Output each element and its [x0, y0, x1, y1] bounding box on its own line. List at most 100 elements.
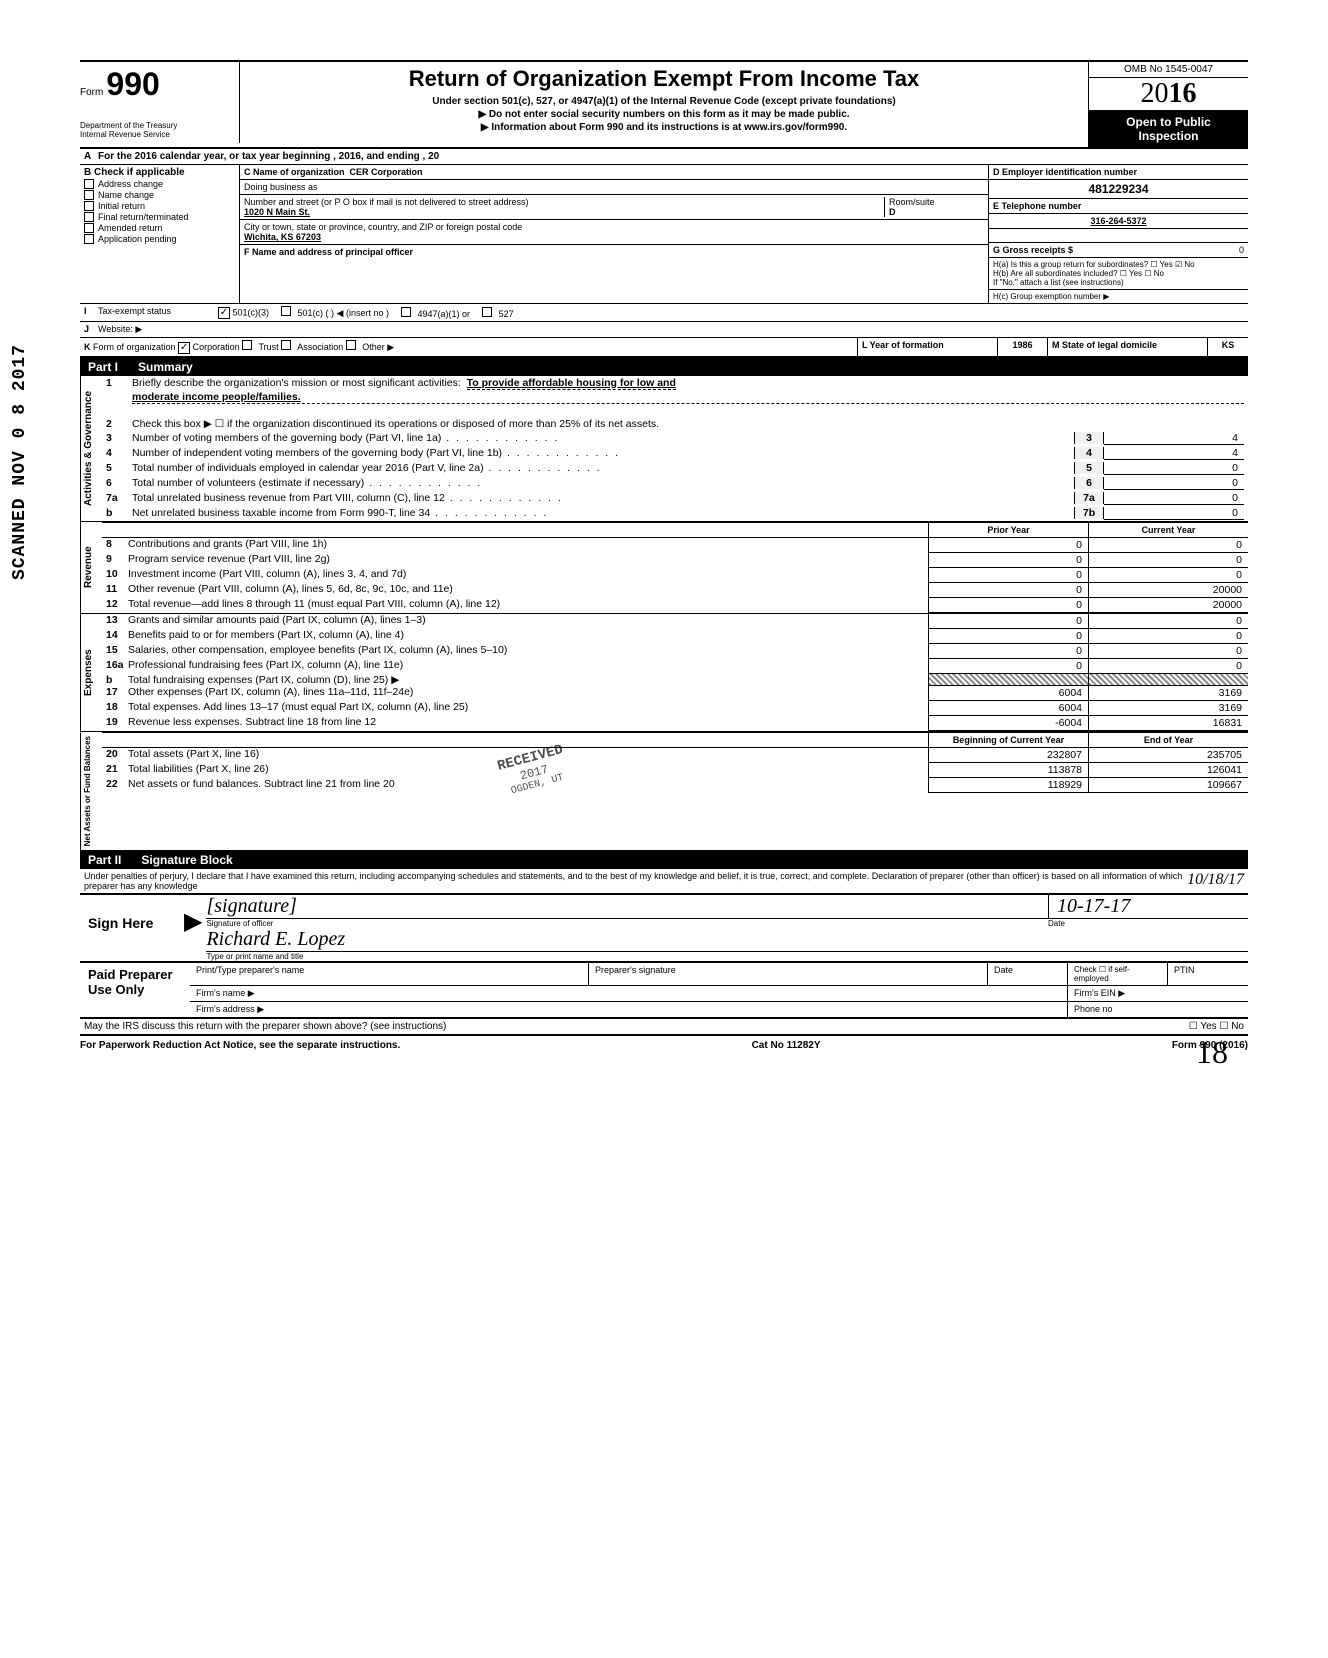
prior-cell: 6004	[928, 686, 1088, 701]
street-label: Number and street (or P O box if mail is…	[244, 197, 528, 207]
check-501c3[interactable]: ✓	[218, 307, 230, 319]
part2-title: Signature Block	[141, 853, 232, 867]
line-label: Revenue less expenses. Subtract line 18 …	[128, 716, 928, 731]
line-label: Salaries, other compensation, employee b…	[128, 644, 928, 659]
firm-name-label: Firm's name ▶	[190, 986, 1068, 1001]
line6-val: 0	[1104, 477, 1244, 490]
sign-here-label: Sign Here	[80, 895, 180, 961]
check-initial-return[interactable]	[84, 201, 94, 211]
line-no: 18	[102, 701, 128, 716]
line-no: 13	[102, 614, 128, 629]
hb-no: No	[1154, 269, 1164, 278]
line1-value2: moderate income people/families.	[132, 391, 1244, 404]
check-amended[interactable]	[84, 223, 94, 233]
line-label: Investment income (Part VIII, column (A)…	[128, 568, 928, 583]
opt-527: 527	[499, 309, 514, 319]
f-label: F Name and address of principal officer	[244, 247, 413, 257]
paid-preparer-section: Paid Preparer Use Only Print/Type prepar…	[80, 963, 1248, 1019]
year-formation-label: L Year of formation	[862, 340, 944, 350]
prior-header: Prior Year	[928, 523, 1088, 537]
dept-irs: Internal Revenue Service	[80, 130, 231, 139]
netasset-row: 20Total assets (Part X, line 16)23280723…	[102, 748, 1248, 763]
current-cell: 235705	[1088, 748, 1248, 763]
check-label-5: Application pending	[98, 234, 177, 244]
part2-num: Part II	[88, 853, 121, 867]
line1-label: Briefly describe the organization's miss…	[132, 377, 461, 389]
netassets-section: Net Assets or Fund Balances Beginning of…	[80, 732, 1248, 851]
line7b-no: b	[106, 507, 132, 519]
line-label: Other revenue (Part VIII, column (A), li…	[128, 583, 928, 598]
expense-row: 16aProfessional fundraising fees (Part I…	[102, 659, 1248, 674]
irs-yes: Yes	[1200, 1021, 1216, 1032]
state-domicile-value: KS	[1208, 338, 1248, 356]
paperwork-notice: For Paperwork Reduction Act Notice, see …	[80, 1040, 400, 1051]
check-app-pending[interactable]	[84, 234, 94, 244]
check-final-return[interactable]	[84, 212, 94, 222]
line-no: 14	[102, 629, 128, 644]
gross-value: 0	[1239, 245, 1244, 255]
row-a-text: For the 2016 calendar year, or tax year …	[98, 151, 439, 162]
revenue-row: 8Contributions and grants (Part VIII, li…	[102, 538, 1248, 553]
current-cell: 0	[1088, 644, 1248, 659]
room-value: D	[889, 207, 896, 217]
current-cell: 0	[1088, 553, 1248, 568]
activities-section: Activities & Governance 1 Briefly descri…	[80, 376, 1248, 522]
current-cell: 20000	[1088, 598, 1248, 613]
firm-ein-label: Firm's EIN ▶	[1068, 986, 1248, 1001]
current-cell: 109667	[1088, 778, 1248, 793]
prior-cell	[928, 674, 1088, 686]
check-corp[interactable]: ✓	[178, 342, 190, 354]
gross-label: G Gross receipts $	[993, 245, 1073, 255]
line-label: Contributions and grants (Part VIII, lin…	[128, 538, 928, 553]
check-label-4: Amended return	[98, 223, 163, 233]
current-cell: 16831	[1088, 716, 1248, 731]
part1-header: Part I Summary	[80, 358, 1248, 376]
check-4947[interactable]	[401, 307, 411, 317]
paid-h4: Check ☐ if self-employed	[1068, 963, 1168, 985]
page-number-handwritten: 18	[1196, 1034, 1228, 1071]
check-assoc[interactable]	[281, 340, 291, 350]
check-label-0: Address change	[98, 179, 163, 189]
expense-row: 14Benefits paid to or for members (Part …	[102, 629, 1248, 644]
paid-h2: Preparer's signature	[589, 963, 988, 985]
check-address-change[interactable]	[84, 179, 94, 189]
line6-box: 6	[1074, 477, 1104, 489]
section-k: K Form of organization ✓ Corporation Tru…	[80, 338, 1248, 358]
opt-4947: 4947(a)(1) or	[418, 309, 471, 319]
current-cell	[1088, 674, 1248, 686]
line4-label: Number of independent voting members of …	[132, 447, 1074, 459]
line-label: Program service revenue (Part VIII, line…	[128, 553, 928, 568]
check-527[interactable]	[482, 307, 492, 317]
prior-cell: 0	[928, 614, 1088, 629]
current-cell: 0	[1088, 629, 1248, 644]
current-cell: 0	[1088, 568, 1248, 583]
current-cell: 0	[1088, 659, 1248, 674]
expense-row: 17Other expenses (Part IX, column (A), l…	[102, 686, 1248, 701]
expense-row: 19Revenue less expenses. Subtract line 1…	[102, 716, 1248, 731]
form-label: Form	[80, 87, 103, 98]
website-label: Website: ▶	[98, 324, 142, 335]
current-cell: 126041	[1088, 763, 1248, 778]
check-name-change[interactable]	[84, 190, 94, 200]
check-other[interactable]	[346, 340, 356, 350]
date-handwritten: 10/18/17	[1187, 871, 1244, 891]
prior-cell: 6004	[928, 701, 1088, 716]
subtitle-1: Under section 501(c), 527, or 4947(a)(1)…	[248, 96, 1080, 107]
phone-label: E Telephone number	[993, 201, 1081, 211]
prior-cell: 0	[928, 568, 1088, 583]
row-a: A For the 2016 calendar year, or tax yea…	[80, 149, 1248, 165]
paid-h1: Print/Type preparer's name	[190, 963, 589, 985]
scanned-stamp: SCANNED NOV 0 8 2017	[10, 344, 30, 580]
revenue-row: 12Total revenue—add lines 8 through 11 (…	[102, 598, 1248, 613]
line-no: 9	[102, 553, 128, 568]
firm-phone-label: Phone no	[1068, 1002, 1248, 1017]
line1-value: To provide affordable housing for low an…	[467, 377, 676, 390]
begin-header: Beginning of Current Year	[928, 733, 1088, 747]
check-applicable-label: Check if applicable	[94, 167, 185, 178]
revenue-section: Revenue Prior YearCurrent Year 8Contribu…	[80, 522, 1248, 614]
check-trust[interactable]	[242, 340, 252, 350]
prior-cell: 0	[928, 553, 1088, 568]
check-501c[interactable]	[281, 306, 291, 316]
opt-assoc: Association	[297, 342, 343, 352]
line7a-box: 7a	[1074, 492, 1104, 504]
